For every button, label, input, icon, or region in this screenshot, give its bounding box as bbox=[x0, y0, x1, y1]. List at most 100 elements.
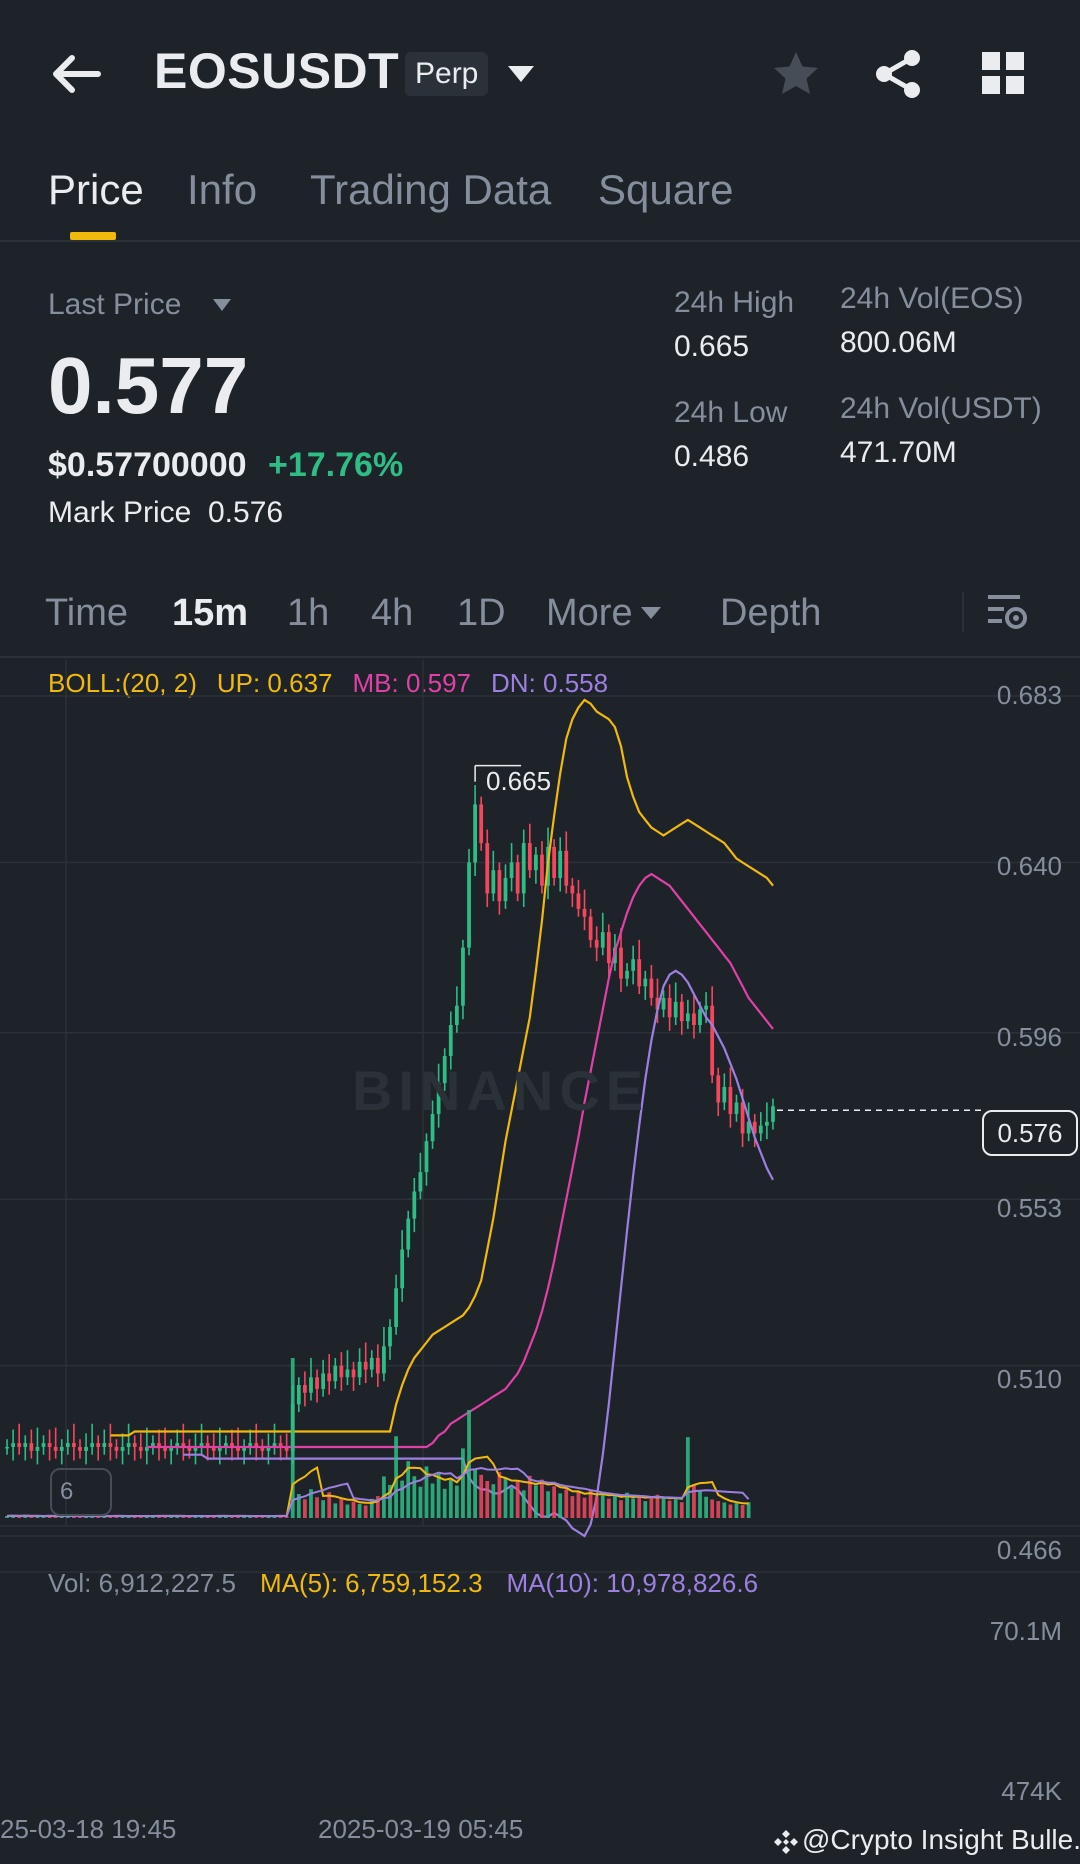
candle-body bbox=[296, 1385, 301, 1405]
volume-bar bbox=[679, 1502, 684, 1518]
top-bar: EOSUSDT Perp bbox=[0, 0, 1080, 150]
candle-body bbox=[461, 947, 465, 1006]
volume-bar bbox=[400, 1480, 405, 1518]
tab-info[interactable]: Info bbox=[187, 166, 258, 213]
share-icon[interactable] bbox=[872, 48, 924, 100]
low-24h-label: 24h Low bbox=[674, 396, 788, 429]
volume-bar bbox=[643, 1501, 648, 1518]
timeframe-bar: Time 15m 1h 4h 1D More Depth bbox=[0, 580, 1080, 650]
volume-bar bbox=[394, 1436, 398, 1518]
star-icon[interactable] bbox=[770, 48, 822, 100]
candle-body bbox=[570, 885, 575, 894]
volume-bar bbox=[698, 1491, 702, 1518]
volume-bar bbox=[430, 1483, 435, 1518]
candle-body bbox=[351, 1369, 356, 1378]
volume-bar bbox=[485, 1481, 490, 1518]
volume-bar bbox=[29, 1515, 34, 1518]
candle-body bbox=[594, 939, 599, 948]
candle-body bbox=[254, 1443, 259, 1447]
volume-bar bbox=[461, 1448, 465, 1518]
candle-body bbox=[540, 854, 544, 886]
volume-bar bbox=[606, 1498, 611, 1518]
last-price-label[interactable]: Last Price bbox=[48, 288, 182, 321]
low-24h-value: 0.486 bbox=[674, 440, 750, 473]
candle-body bbox=[430, 1114, 435, 1142]
candle-body bbox=[600, 932, 605, 948]
tab-bar: Price Info Trading Data Square bbox=[0, 150, 1080, 242]
candle-body bbox=[321, 1373, 326, 1389]
candle-body bbox=[151, 1443, 155, 1447]
candle-body bbox=[90, 1443, 95, 1447]
volume-bar bbox=[619, 1500, 623, 1518]
volume-bar bbox=[223, 1516, 228, 1518]
more-caret-icon[interactable] bbox=[640, 606, 662, 620]
volume-bar bbox=[667, 1500, 672, 1518]
vol-base-value: 800.06M bbox=[840, 326, 957, 359]
candle-body bbox=[5, 1446, 9, 1449]
volume-bar bbox=[564, 1489, 569, 1518]
volume-bar bbox=[351, 1501, 356, 1518]
volume-bar bbox=[363, 1505, 368, 1518]
volume-axis-top: 70.1M bbox=[989, 1616, 1062, 1646]
high-24h-label: 24h High bbox=[674, 286, 795, 319]
tab-trading-data[interactable]: Trading Data bbox=[310, 166, 552, 213]
price-tick-1: 0.683 bbox=[996, 680, 1062, 710]
candle-body bbox=[503, 877, 508, 902]
timeframe-time[interactable]: Time bbox=[45, 592, 129, 634]
candle-body bbox=[406, 1218, 411, 1250]
volume-bar bbox=[303, 1499, 307, 1518]
candle-body bbox=[108, 1443, 113, 1447]
back-arrow-icon[interactable] bbox=[48, 48, 104, 100]
volume-bar bbox=[704, 1496, 708, 1518]
candle-body bbox=[661, 997, 666, 1010]
tab-square[interactable]: Square bbox=[598, 166, 734, 213]
volume-bar bbox=[576, 1491, 581, 1518]
active-tab-indicator bbox=[70, 232, 116, 240]
boll-dn-value: DN: 0.558 bbox=[491, 668, 609, 698]
candle-body bbox=[752, 1121, 757, 1134]
chart-top-border bbox=[0, 656, 1080, 658]
kline-chart[interactable] bbox=[0, 660, 1080, 1860]
volume-bar bbox=[728, 1504, 733, 1518]
timeframe-more[interactable]: More bbox=[546, 592, 633, 634]
timeframe-1h[interactable]: 1h bbox=[287, 592, 330, 634]
candle-body bbox=[491, 870, 496, 894]
volume-bar bbox=[746, 1502, 751, 1518]
candle-body bbox=[120, 1446, 125, 1451]
candle-body bbox=[278, 1443, 283, 1447]
chevron-down-icon[interactable] bbox=[506, 62, 536, 86]
timeframe-15m[interactable]: 15m bbox=[172, 592, 249, 634]
candle-body bbox=[454, 1005, 459, 1026]
volume-bar bbox=[521, 1490, 526, 1518]
candle-body bbox=[728, 1086, 733, 1115]
candle-body bbox=[655, 997, 660, 1010]
candle-body bbox=[473, 804, 477, 863]
timeframe-depth[interactable]: Depth bbox=[720, 592, 822, 634]
volume-bar bbox=[418, 1486, 423, 1518]
chart-settings-icon[interactable] bbox=[986, 592, 1028, 632]
timeframe-4h[interactable]: 4h bbox=[371, 592, 414, 634]
high-24h-value: 0.665 bbox=[674, 330, 750, 363]
volume-bar bbox=[375, 1496, 380, 1518]
volume-bar bbox=[479, 1474, 484, 1518]
caret-down-icon[interactable] bbox=[212, 298, 232, 312]
timeframe-1d[interactable]: 1D bbox=[457, 592, 506, 634]
candle-body bbox=[53, 1446, 58, 1451]
symbol-title[interactable]: EOSUSDT bbox=[154, 43, 400, 99]
price-tick-5: 0.510 bbox=[996, 1364, 1062, 1394]
usd-price: $0.57700000 bbox=[48, 446, 247, 484]
volume-bar bbox=[497, 1472, 502, 1518]
volume-bar bbox=[126, 1516, 131, 1518]
volume-bar bbox=[181, 1516, 186, 1518]
candle-body bbox=[692, 1013, 696, 1026]
volume-bar bbox=[388, 1484, 392, 1518]
candle-body bbox=[114, 1446, 119, 1451]
volume-bar bbox=[509, 1487, 514, 1518]
credit-watermark: @Crypto Insight Bulle... bbox=[802, 1824, 1080, 1855]
current-price-tag[interactable]: 0.576 bbox=[982, 1110, 1078, 1156]
candle-body bbox=[59, 1446, 64, 1451]
candle-body bbox=[375, 1357, 380, 1374]
grid-icon[interactable] bbox=[980, 50, 1026, 96]
candle-body bbox=[96, 1443, 101, 1447]
tab-price[interactable]: Price bbox=[48, 166, 144, 213]
